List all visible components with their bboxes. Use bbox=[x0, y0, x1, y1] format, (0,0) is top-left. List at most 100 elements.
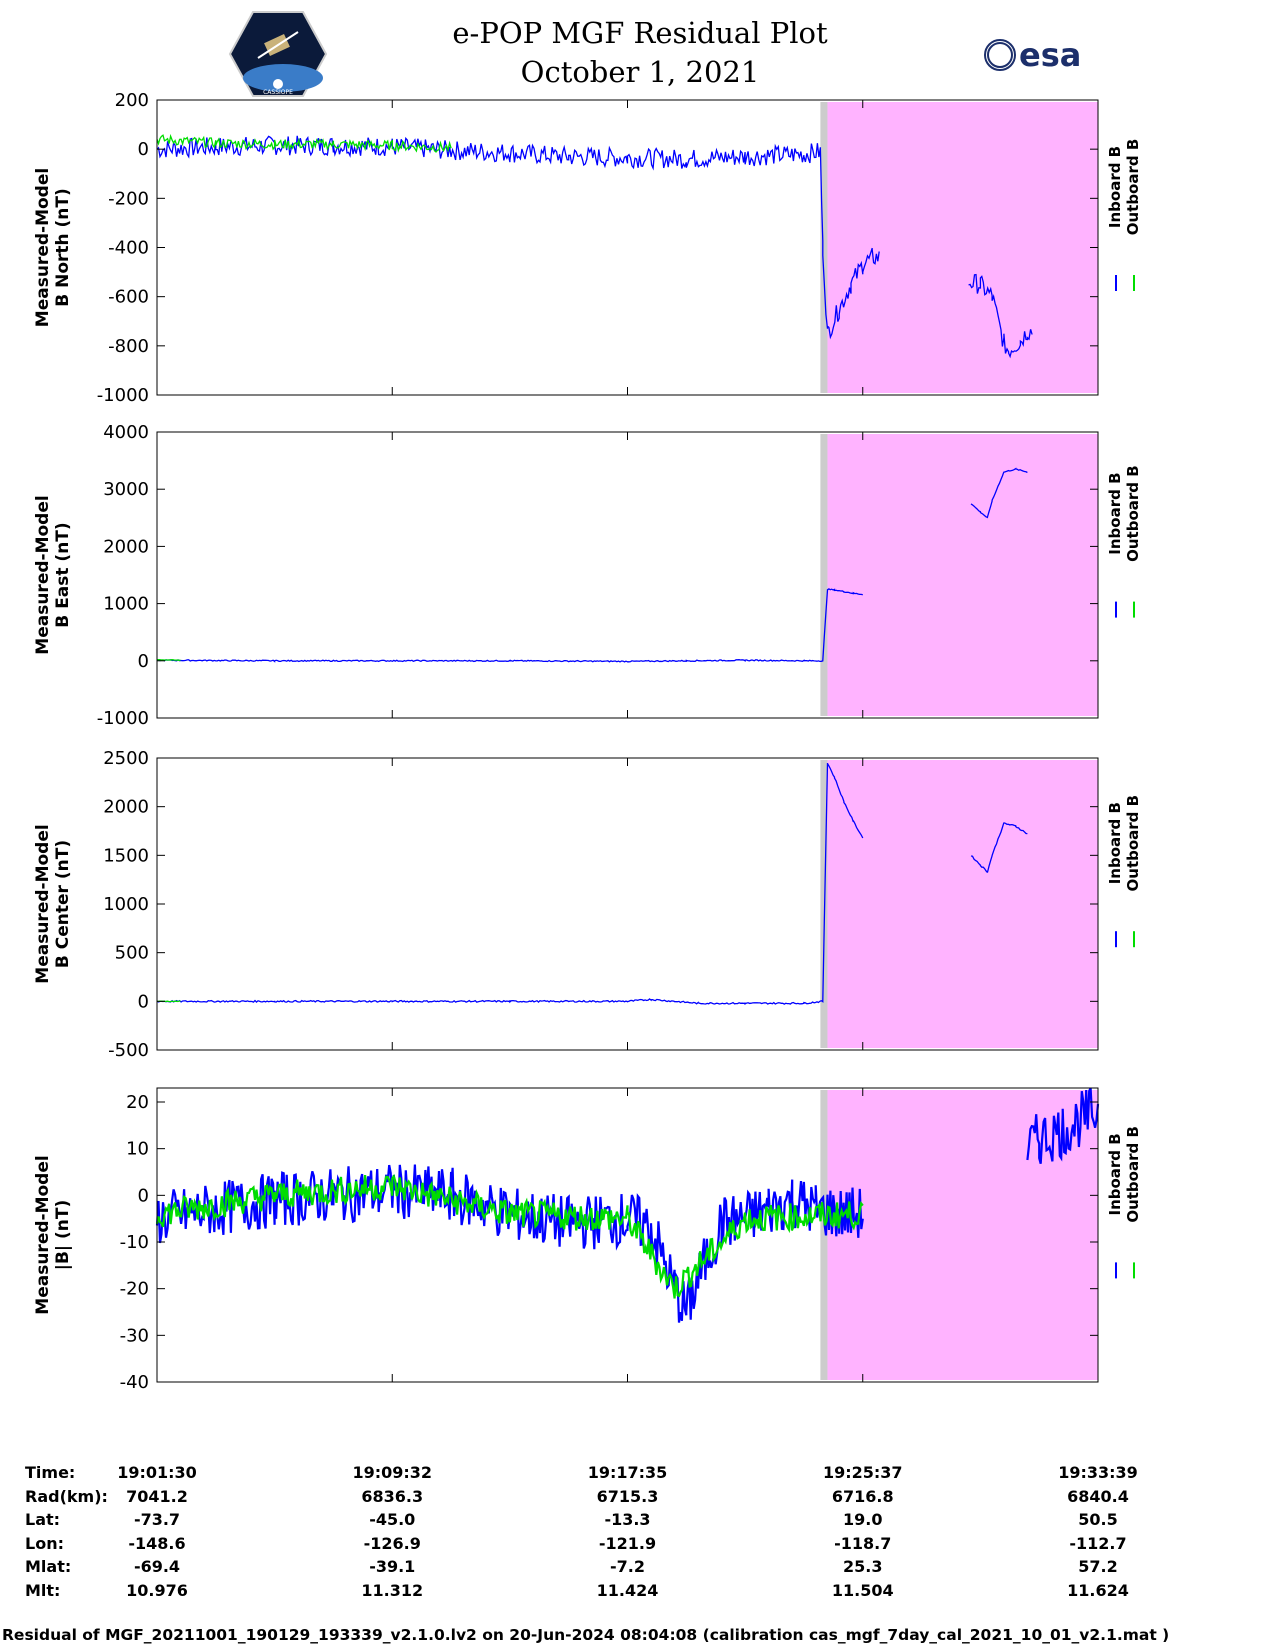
x-tick-label: 19:25:37 bbox=[822, 1463, 903, 1482]
y-axis-label-line1: Measured-Model bbox=[33, 168, 53, 327]
data-gap-bar bbox=[820, 1090, 828, 1380]
info-cell: -69.4 bbox=[133, 1557, 181, 1576]
series-outboard-line bbox=[155, 1173, 864, 1299]
series-outboard-line bbox=[156, 133, 452, 153]
legend: Inboard BOutboard B bbox=[1106, 139, 1142, 291]
legend-text: Inboard BOutboard B bbox=[1106, 1126, 1142, 1223]
info-cell: 6715.3 bbox=[596, 1486, 659, 1506]
legend: Inboard BOutboard B bbox=[1106, 1126, 1142, 1279]
info-cell: 7041.2 bbox=[126, 1486, 188, 1506]
series-outboard-line bbox=[156, 659, 181, 661]
data-gap-bar bbox=[820, 434, 828, 716]
y-tick-label: -800 bbox=[108, 336, 149, 357]
legend-outboard-label: Outboard B bbox=[1124, 465, 1142, 562]
info-cell: 50.5 bbox=[1078, 1510, 1118, 1529]
info-cell: 19.0 bbox=[843, 1510, 883, 1529]
info-row-label: Lon: bbox=[25, 1533, 64, 1553]
y-axis-label-line1: Measured-Model bbox=[33, 1155, 53, 1314]
legend-outboard-label: Outboard B bbox=[1124, 1126, 1142, 1223]
y-tick-label: 0 bbox=[138, 1185, 149, 1206]
info-cell: 11.424 bbox=[596, 1580, 659, 1600]
shaded-region bbox=[827, 760, 1098, 1048]
legend-inboard-label: Inboard B bbox=[1106, 472, 1124, 554]
y-axis-label-line1: Measured-Model bbox=[33, 495, 53, 654]
y-tick-label: -1000 bbox=[97, 708, 149, 729]
title-line-1: e-POP MGF Residual Plot bbox=[452, 16, 828, 50]
y-axis-label: Measured-Model|B| (nT) bbox=[33, 1155, 73, 1314]
info-cell: -7.2 bbox=[610, 1557, 645, 1576]
legend-inboard-label: Inboard B bbox=[1106, 802, 1124, 884]
y-tick-label: 1000 bbox=[103, 594, 149, 615]
info-cell: -148.6 bbox=[128, 1533, 186, 1553]
y-tick-label: 1000 bbox=[103, 894, 149, 915]
svg-text:esa: esa bbox=[1019, 36, 1081, 74]
legend: Inboard BOutboard B bbox=[1106, 795, 1142, 948]
panel-2: 4000 3000 2000 1000 0 -1000 Measured-ModelB Ea… bbox=[33, 422, 1142, 729]
info-cell: -73.7 bbox=[133, 1510, 181, 1529]
y-tick-label: 0 bbox=[138, 991, 149, 1012]
residual-plots: 2000-200-400-600-800-1000Measured-ModelB… bbox=[33, 90, 1142, 1393]
y-tick-label: -1000 bbox=[97, 385, 149, 406]
legend-text: Inboard BOutboard B bbox=[1106, 139, 1142, 236]
info-cell: 11.504 bbox=[831, 1580, 894, 1600]
y-axis-label-line2: |B| (nT) bbox=[53, 1200, 73, 1271]
y-tick-label: 500 bbox=[115, 943, 149, 964]
info-row-label: Rad(km): bbox=[25, 1486, 108, 1506]
y-tick-label: -20 bbox=[120, 1279, 149, 1300]
y-tick-label: -40 bbox=[120, 1372, 149, 1393]
series-inboard-line bbox=[156, 467, 1028, 663]
page-title: e-POP MGF Residual Plot October 1, 2021 bbox=[380, 14, 900, 92]
shaded-region bbox=[827, 102, 1098, 393]
info-cell: 6836.3 bbox=[361, 1486, 424, 1506]
y-axis-label-line1: Measured-Model bbox=[33, 824, 53, 983]
panel-3: 2500 2000 1500 1000 500 0 -500 Measured-ModelB … bbox=[33, 748, 1142, 1061]
y-axis-label-line2: B North (nT) bbox=[53, 188, 73, 307]
y-tick-label: 2500 bbox=[103, 748, 149, 769]
legend-inboard-label: Inboard B bbox=[1106, 1133, 1124, 1215]
info-cell: 11.312 bbox=[361, 1580, 424, 1600]
legend-text: Inboard BOutboard B bbox=[1106, 465, 1142, 562]
mission-patch-logo: CASSIOPE bbox=[228, 11, 328, 97]
info-row-label: Lat: bbox=[25, 1510, 61, 1529]
x-tick-label: 19:01:30 bbox=[117, 1463, 197, 1482]
info-cell: -45.0 bbox=[369, 1510, 416, 1529]
y-tick-label: 1500 bbox=[103, 845, 149, 866]
y-tick-label: -400 bbox=[108, 238, 149, 259]
footer-caption: Residual of MGF_20211001_190129_193339_v… bbox=[2, 1626, 1170, 1644]
info-row-label: Time: bbox=[25, 1463, 76, 1482]
series-inboard-line bbox=[156, 135, 1033, 359]
x-tick-label: 19:09:32 bbox=[352, 1463, 433, 1482]
data-gap-bar bbox=[820, 102, 828, 393]
info-row-label: Mlat: bbox=[25, 1557, 72, 1576]
x-tick-label: 19:33:39 bbox=[1058, 1463, 1138, 1482]
legend-outboard-label: Outboard B bbox=[1124, 139, 1142, 236]
orbit-info-table: Time: Rad(km): Lat: Lon: Mlat: Mlt: 19:01:30 70… bbox=[0, 1460, 1275, 1620]
y-tick-label: -10 bbox=[120, 1232, 149, 1253]
y-tick-label: 3000 bbox=[103, 479, 149, 500]
y-tick-label: 2000 bbox=[103, 536, 149, 557]
info-cell: 57.2 bbox=[1078, 1557, 1118, 1576]
info-cell: -121.9 bbox=[598, 1533, 657, 1553]
shaded-region bbox=[827, 434, 1098, 716]
info-row-label: Mlt: bbox=[25, 1580, 61, 1600]
y-tick-label: 0 bbox=[138, 651, 149, 672]
y-axis-label: Measured-ModelB North (nT) bbox=[33, 168, 73, 327]
panel-4: 20 10 0 -10 -20 -30 -40 Measured-Model|B| (nT) I… bbox=[33, 1087, 1142, 1393]
title-line-2: October 1, 2021 bbox=[520, 55, 760, 89]
y-axis-label: Measured-ModelB Center (nT) bbox=[33, 824, 73, 983]
legend-inboard-label: Inboard B bbox=[1106, 146, 1124, 228]
info-cell: -118.7 bbox=[834, 1533, 892, 1553]
y-tick-label: -500 bbox=[108, 1040, 149, 1061]
y-tick-label: 10 bbox=[126, 1139, 149, 1160]
info-cell: -13.3 bbox=[604, 1510, 651, 1529]
y-tick-label: 20 bbox=[126, 1092, 149, 1113]
svg-text:CASSIOPE: CASSIOPE bbox=[263, 89, 293, 96]
series-inboard-line bbox=[156, 762, 1028, 1005]
y-axis-label-line2: B East (nT) bbox=[53, 522, 73, 627]
info-cell: -126.9 bbox=[363, 1533, 421, 1553]
y-tick-label: 0 bbox=[138, 139, 149, 160]
panel-1: 200 0 -200 -400 -600 -800 -1000 Measured-ModelB… bbox=[33, 90, 1142, 406]
y-tick-label: 4000 bbox=[103, 422, 149, 443]
legend: Inboard BOutboard B bbox=[1106, 465, 1142, 618]
y-tick-label: 2000 bbox=[103, 797, 149, 818]
